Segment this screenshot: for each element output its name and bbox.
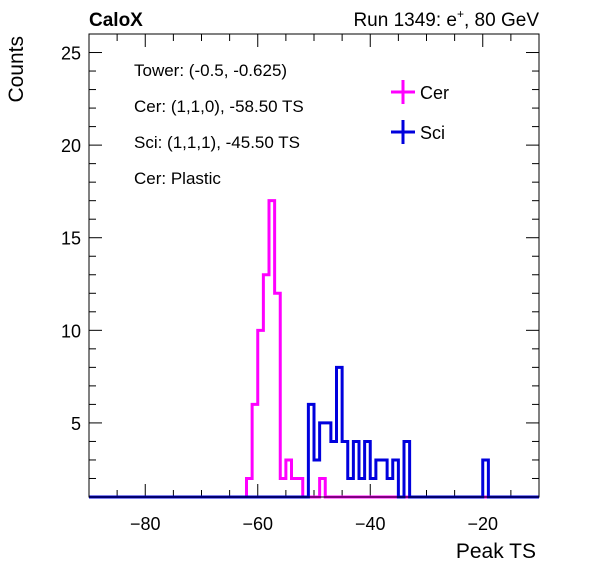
annotation-line: Tower: (-0.5, -0.625) [134,61,287,80]
legend-label: Cer [420,83,449,103]
run-title-suffix: , 80 GeV [464,10,539,31]
legend: Cer Sci [391,80,449,144]
legend-entry-sci: Sci [391,120,445,144]
run-title-sup: + [457,7,464,21]
y-tick-label: 20 [61,136,81,156]
series-layer [89,199,539,499]
legend-label: Sci [420,123,445,143]
x-tick-label: −60 [242,514,273,534]
x-tick-label: −80 [130,514,161,534]
annotation-line: Sci: (1,1,1), -45.50 TS [134,133,300,152]
x-tick-label: −20 [467,514,498,534]
annotation-line: Cer: Plastic [134,169,221,188]
run-title-prefix: Run 1349: e [353,10,457,31]
x-tick-label: −40 [355,514,386,534]
y-tick-label: 15 [61,229,81,249]
annotations: Tower: (-0.5, -0.625) Cer: (1,1,0), -58.5… [134,61,304,188]
y-tick-label: 5 [71,414,81,434]
brand-title: CaloX [89,10,143,31]
annotation-line: Cer: (1,1,0), -58.50 TS [134,97,304,116]
y-axis-label: Counts [5,36,28,103]
x-axis-label: Peak TS [456,540,536,563]
legend-entry-cer: Cer [391,80,449,104]
y-tick-label: 25 [61,44,81,64]
plot-frame [88,33,540,498]
run-title: Run 1349: e+, 80 GeV [353,7,539,31]
series-sci-line [89,365,539,499]
y-tick-label: 10 [61,321,81,341]
